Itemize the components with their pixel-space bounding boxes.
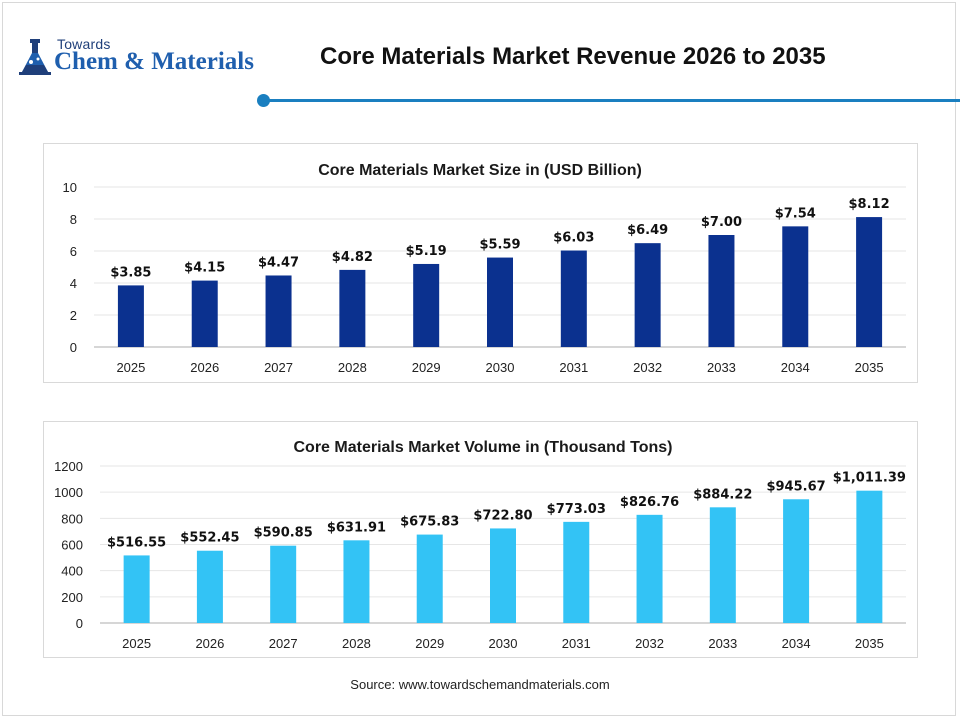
y-tick-label: 1200 [54,459,83,474]
market-volume-chart: Core Materials Market Volume in (Thousan… [54,439,906,651]
bar [123,555,150,623]
y-tick-label: 8 [70,212,77,227]
y-tick-label: 4 [70,276,77,291]
bar [708,235,735,347]
x-tick-label: 2030 [489,636,518,651]
bar [856,217,883,347]
data-label: $516.55 [107,535,166,550]
x-tick-label: 2029 [415,636,444,651]
x-tick-label: 2025 [116,360,145,375]
x-tick-label: 2035 [855,360,884,375]
x-tick-label: 2029 [412,360,441,375]
x-tick-label: 2026 [195,636,224,651]
y-tick-label: 0 [76,616,83,631]
x-tick-label: 2030 [486,360,515,375]
brand-logo: Towards Chem & Materials [18,34,268,84]
x-tick-label: 2027 [264,360,293,375]
source-note: Source: www.towardschemandmaterials.com [350,677,610,692]
bar [709,507,736,623]
y-tick-label: 0 [70,340,77,355]
y-tick-label: 200 [61,590,83,605]
data-label: $631.91 [327,520,386,535]
bar [634,243,661,347]
x-tick-label: 2034 [782,636,811,651]
x-tick-label: 2028 [338,360,367,375]
data-label: $4.82 [332,250,373,265]
x-tick-label: 2033 [707,360,736,375]
x-tick-label: 2025 [122,636,151,651]
data-label: $675.83 [400,515,459,530]
data-label: $4.47 [258,255,299,270]
bar [783,499,810,623]
bar [265,275,292,347]
market-size-chart-panel: Core Materials Market Size in (USD Billi… [43,143,918,383]
market-volume-chart-panel: Core Materials Market Volume in (Thousan… [43,421,918,658]
bar [636,514,663,623]
bar [560,250,587,347]
x-tick-label: 2027 [269,636,298,651]
x-tick-label: 2026 [190,360,219,375]
data-label: $826.76 [620,495,679,510]
data-label: $884.22 [693,487,752,502]
x-tick-label: 2031 [559,360,588,375]
data-label: $6.49 [627,223,668,238]
y-tick-label: 2 [70,308,77,323]
logo-small-text: Towards [57,36,111,52]
y-tick-label: 6 [70,244,77,259]
data-label: $6.03 [553,231,594,246]
data-label: $7.00 [701,215,742,230]
data-label: $3.85 [110,265,151,280]
chart-title: Core Materials Market Size in (USD Billi… [318,162,642,179]
page-title: Core Materials Market Revenue 2026 to 20… [320,43,826,70]
data-label: $5.19 [406,244,447,259]
bar [782,226,809,347]
y-tick-label: 400 [61,564,83,579]
x-tick-label: 2028 [342,636,371,651]
y-tick-label: 1000 [54,485,83,500]
data-label: $8.12 [849,197,890,212]
bar [563,521,590,623]
bar [487,257,513,347]
bar [191,280,218,347]
data-label: $552.45 [180,531,239,546]
bar [196,550,223,623]
data-label: $1,011.39 [833,471,906,486]
x-tick-label: 2032 [635,636,664,651]
x-tick-label: 2035 [855,636,884,651]
market-size-chart: Core Materials Market Size in (USD Billi… [63,162,906,375]
bar [343,540,370,623]
x-tick-label: 2032 [633,360,662,375]
logo-big-text: Chem & Materials [54,48,254,75]
data-label: $7.54 [775,206,816,221]
y-tick-label: 10 [63,180,77,195]
data-label: $773.03 [547,502,606,517]
data-label: $590.85 [254,526,313,541]
y-tick-label: 800 [61,511,83,526]
bar [413,263,440,347]
title-underline [262,99,960,102]
data-label: $4.15 [184,261,225,276]
bar [339,269,366,347]
flask-logo-icon [19,39,51,75]
bar [490,528,516,623]
x-tick-label: 2033 [708,636,737,651]
bar [270,545,297,623]
data-label: $722.80 [473,508,532,523]
data-label: $945.67 [766,479,825,494]
x-tick-label: 2034 [781,360,810,375]
x-tick-label: 2031 [562,636,591,651]
y-tick-label: 600 [61,538,83,553]
bar [117,285,144,347]
bar [856,490,883,623]
chart-title: Core Materials Market Volume in (Thousan… [293,439,672,456]
bar [416,534,443,623]
data-label: $5.59 [479,238,520,253]
